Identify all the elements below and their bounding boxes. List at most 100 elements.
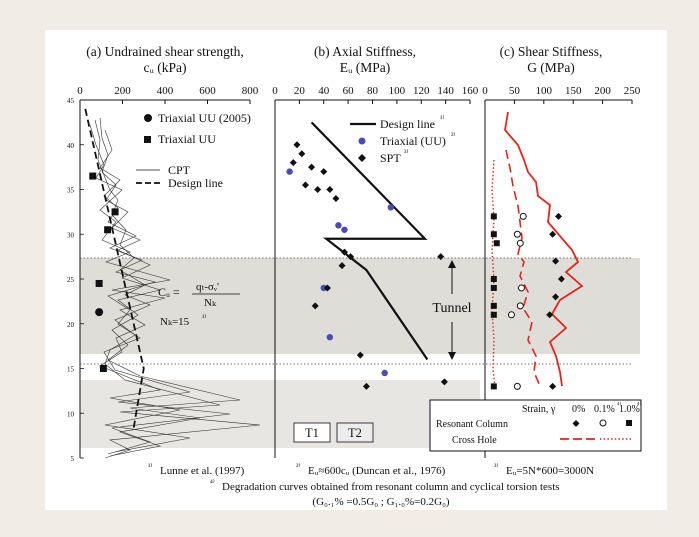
y-tick-label: 10	[67, 410, 75, 418]
footnotes: ¹⁾ Lunne et al. (1997) ²⁾ Eᵤ≈600cᵤ (Dunc…	[148, 462, 594, 508]
spt-point	[298, 150, 306, 158]
y-tick-label: 45	[67, 97, 75, 105]
x-tick-label: 200	[594, 85, 611, 97]
x-tick-label: 100	[389, 85, 406, 97]
legend-c-col2-sup: ⁴⁾	[617, 400, 621, 409]
legend-c-col3: 1.0%	[619, 404, 640, 415]
legend-c-box	[429, 399, 642, 452]
x-tick-label: 140	[437, 85, 454, 97]
spt-point	[347, 253, 355, 261]
legend-b-diamond-marker	[358, 154, 366, 162]
tunnel-band	[80, 258, 640, 354]
triaxial-uu-point	[95, 279, 103, 287]
legend-b: Design line ¹⁾ Triaxial (UU) ²⁾ SPT ³⁾	[350, 114, 455, 165]
resonant-01pct-points	[507, 212, 527, 390]
legend-b-circle-marker	[358, 137, 366, 145]
legend-b-sup-2: ²⁾	[451, 131, 455, 140]
cpt-trace-3	[89, 124, 191, 453]
legend-a: Triaxial UU (2005) Triaxial UU CPT Desig…	[136, 111, 251, 190]
footnote-2: Eᵤ≈600cᵤ (Duncan et al., 1976)	[308, 465, 446, 477]
legend-a-circle-marker	[144, 114, 152, 122]
panel-b-title-2: Eᵤ (MPa)	[340, 60, 391, 75]
t2-box	[336, 422, 374, 443]
tunnel-annotation: Tunnel	[432, 260, 472, 360]
equation-denominator: Nₖ	[204, 297, 217, 309]
triaxial-uu-points	[89, 172, 119, 372]
spt-point	[289, 159, 297, 167]
resonant-01pct-point	[507, 311, 515, 319]
footnote-1-sup: ¹⁾	[148, 462, 152, 471]
spt-point	[356, 351, 364, 359]
panel-c-ticks: 0 50 100 150 200 250	[482, 85, 641, 104]
tunnel-label: Tunnel	[432, 301, 471, 316]
t-boxes: T1 T2	[293, 422, 374, 443]
footnote-2-sup: ²⁾	[296, 462, 300, 471]
triaxial-uu-point	[89, 172, 97, 180]
spt-point	[311, 302, 319, 310]
resonant-01pct-point	[516, 302, 524, 310]
y-tick-label: 30	[67, 231, 75, 239]
triaxial-uu-b-point	[326, 333, 334, 341]
x-tick-label: 0	[482, 85, 488, 97]
legend-c: Strain, γ 0% 0.1% ⁴⁾ 1.0% ⁴⁾ Resonant Co…	[429, 399, 642, 452]
legend-c-col1: 0%	[572, 404, 585, 415]
equation: Cᵤ = qₜ-σᵥ' Nₖ Nₖ=15 ¹⁾	[158, 281, 240, 328]
legend-a-label-2: Triaxial UU	[158, 132, 216, 146]
footnote-1: Lunne et al. (1997)	[160, 465, 245, 477]
x-tick-label: 600	[199, 85, 216, 97]
resonant-01pct-point	[517, 284, 525, 292]
resonant-0pct-point	[549, 230, 557, 238]
t2-label: T2	[348, 426, 362, 440]
resonant-1pct-point	[490, 231, 497, 238]
resonant-1pct-point	[490, 383, 497, 390]
spt-point	[340, 248, 348, 256]
resonant-0pct-point	[552, 257, 560, 265]
y-tick-label: 25	[67, 276, 75, 284]
cross-hole-0pct-line	[504, 111, 584, 387]
legend-a-label-3: CPT	[168, 163, 191, 177]
resonant-1pct-points	[490, 213, 500, 390]
t1-box	[293, 422, 331, 443]
legend-a-square-marker	[144, 136, 151, 143]
resonant-1pct-point	[490, 276, 497, 282]
cpt-trace-4	[99, 129, 231, 455]
resonant-01pct-point	[519, 212, 527, 220]
x-tick-label: 800	[242, 85, 259, 97]
y-ticks: 45 40 35 30 25 20 15 10 5	[67, 97, 84, 463]
footnote-4-sup: ⁴⁾	[210, 478, 215, 487]
triaxial-uu-2005-points	[95, 308, 104, 317]
legend-b-sup-1: ¹⁾	[440, 114, 444, 123]
spt-point	[320, 168, 328, 176]
resonant-0pct-point	[546, 311, 554, 319]
panel-c-title-1: (c) Shear Stiffness,	[500, 44, 603, 59]
y-tick-label: 40	[67, 142, 75, 150]
legend-c-diamond	[572, 420, 580, 427]
legend-b-sup-3: ³⁾	[404, 148, 408, 157]
legend-c-square	[626, 420, 632, 426]
cross-hole-1pct-line	[491, 159, 496, 387]
spt-point	[326, 186, 334, 193]
footnote-4: Degradation curves obtained from resonan…	[222, 481, 560, 493]
lower-band	[80, 380, 480, 448]
resonant-0pct-point	[555, 212, 562, 220]
spt-point	[301, 181, 309, 189]
legend-a-label-4: Design line	[168, 176, 223, 190]
x-tick-label: 60	[343, 85, 355, 97]
resonant-0pct-points	[546, 212, 565, 390]
resonant-1pct-point	[493, 240, 500, 247]
spt-points	[289, 141, 448, 390]
legend-a-label-1: Triaxial UU (2005)	[158, 111, 251, 125]
resonant-01pct-point	[513, 382, 521, 390]
panel-b-title-1: (b) Axial Stiffness,	[314, 44, 416, 59]
y-tick-label: 5	[71, 455, 75, 463]
panel-c-title-2: G (MPa)	[527, 60, 575, 75]
panel-b-ticks: 0 20 40 60 80 100 120 140 160	[272, 85, 479, 104]
resonant-1pct-point	[490, 302, 497, 309]
x-tick-label: 150	[565, 85, 582, 97]
x-tick-label: 40	[318, 85, 330, 97]
y-tick-label: 35	[67, 187, 75, 195]
x-tick-label: 120	[413, 85, 430, 97]
resonant-0pct-point	[552, 293, 560, 301]
equation-lhs: Cᵤ =	[158, 285, 180, 299]
